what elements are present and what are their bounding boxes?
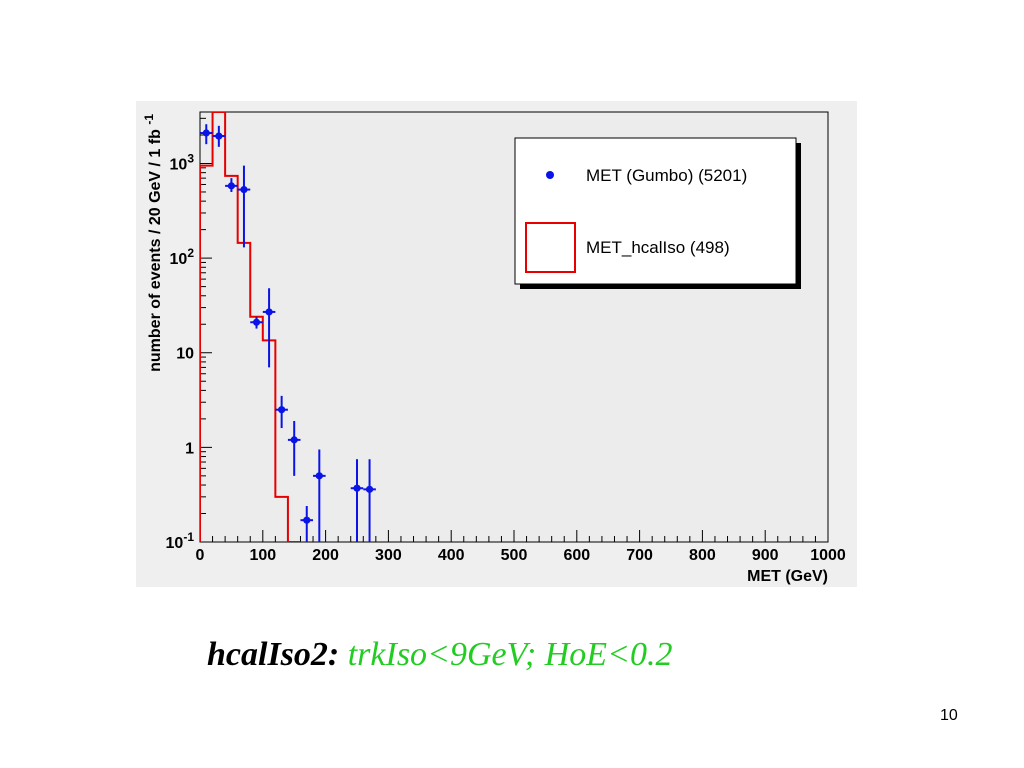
y-tick-label: 102	[170, 246, 195, 268]
gumbo-marker	[215, 132, 223, 140]
chart-canvas: 0 100 200 300 400 500 600 700 800 900 1000 10-1 1 10 1…	[136, 101, 857, 587]
hcaliso-step-line	[200, 112, 301, 542]
gumbo-data-point	[200, 124, 213, 145]
y-tick-label: 1	[185, 440, 194, 457]
caption-condition: trkIso<9GeV; HoE<0.2	[347, 636, 673, 673]
gumbo-data-point	[363, 459, 376, 542]
y-axis-label: number of events / 20 GeV / 1 fb -1	[142, 114, 164, 372]
caption-label: hcalIso2:	[207, 636, 340, 673]
gumbo-marker	[353, 484, 361, 492]
gumbo-data-point	[300, 506, 314, 542]
gumbo-data-point	[225, 178, 238, 192]
x-tick-label: 200	[312, 547, 339, 564]
slide-caption: hcalIso2: trkIso<9GeV; HoE<0.2	[207, 636, 672, 674]
x-axis-label: MET (GeV)	[747, 568, 828, 585]
legend-gumbo-label: MET (Gumbo) (5201)	[586, 166, 747, 185]
gumbo-data-point	[250, 316, 263, 329]
gumbo-data-point	[287, 420, 301, 476]
gumbo-marker	[265, 308, 273, 316]
gumbo-marker	[315, 472, 323, 480]
gumbo-marker	[303, 516, 311, 524]
gumbo-marker	[202, 129, 210, 137]
gumbo-marker	[240, 185, 248, 194]
axis-ticks: 0 100 200 300 400 500 600 700 800 900 1000 10-1 1 10 1…	[166, 117, 846, 564]
legend-hcaliso-label: MET_hcalIso (498)	[586, 238, 730, 257]
gumbo-data-point	[212, 125, 226, 147]
y-tick-label: 10	[176, 346, 194, 363]
x-tick-label: 0	[196, 547, 205, 564]
gumbo-marker	[290, 436, 298, 444]
gumbo-marker	[278, 406, 286, 414]
x-tick-label: 900	[752, 547, 779, 564]
x-tick-label: 400	[438, 547, 465, 564]
legend: MET (Gumbo) (5201) MET_hcalIso (498)	[514, 137, 801, 289]
x-tick-label: 800	[689, 547, 716, 564]
legend-gumbo-marker	[546, 171, 554, 179]
x-tick-label: 700	[626, 547, 653, 564]
y-tick-label: 10-1	[166, 530, 195, 552]
gumbo-marker	[365, 485, 374, 493]
x-tick-label: 300	[375, 547, 402, 564]
gumbo-data-point	[237, 165, 251, 248]
legend-box	[514, 137, 797, 285]
x-tick-label: 1000	[810, 547, 846, 564]
gumbo-marker	[252, 318, 261, 326]
x-tick-label: 500	[501, 547, 528, 564]
y-tick-label: 103	[170, 151, 195, 173]
gumbo-data-point	[262, 288, 276, 368]
gumbo-marker	[227, 182, 235, 190]
legend-hcaliso-swatch	[525, 222, 576, 273]
x-tick-label: 100	[249, 547, 276, 564]
gumbo-data-point	[275, 395, 288, 429]
gumbo-data-point	[350, 459, 364, 542]
x-tick-label: 600	[563, 547, 590, 564]
gumbo-data-point	[313, 449, 326, 542]
page-number: 10	[940, 707, 958, 724]
histogram-chart: 0 100 200 300 400 500 600 700 800 900 1000 10-1 1 10 1…	[136, 101, 857, 587]
data-layer	[200, 112, 376, 542]
